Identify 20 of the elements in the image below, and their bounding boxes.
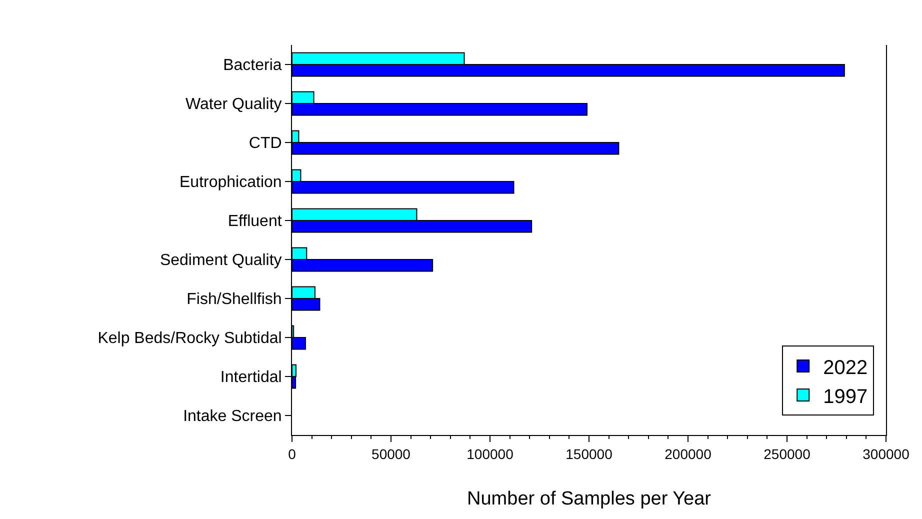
y-tick-label: Fish/Shellfish [186, 291, 282, 308]
y-tick-label: Bacteria [223, 57, 282, 74]
y-tick-label: CTD [248, 135, 282, 152]
y-tick-label: Water Quality [185, 96, 282, 114]
x-tick-label: 150000 [566, 446, 613, 462]
x-tick-label: 100000 [466, 446, 514, 462]
legend-label: 2022 [823, 356, 868, 379]
x-tick-label: 250000 [764, 446, 811, 462]
y-tick-label: Eutrophication [180, 174, 282, 192]
y-tick-label: Intertidal [220, 369, 282, 386]
y-tick-label: Sediment Quality [160, 252, 282, 270]
y-tick-label: Intake Screen [183, 408, 282, 426]
y-tick-label: Effluent [228, 213, 282, 230]
y-tick-label: Kelp Beds/Rocky Subtidal [98, 330, 282, 348]
x-tick-label: 300000 [862, 446, 910, 462]
x-tick-label: 50000 [372, 446, 411, 462]
x-axis-title: Number of Samples per Year [467, 488, 712, 510]
legend-label: 1997 [823, 386, 868, 408]
x-tick-label: 200000 [664, 446, 712, 462]
x-tick-label: 0 [288, 446, 296, 462]
